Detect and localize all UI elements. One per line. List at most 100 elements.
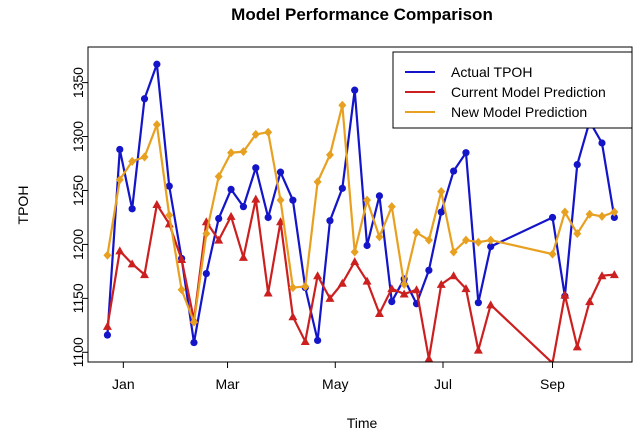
point (214, 235, 224, 244)
point (238, 252, 248, 261)
point (573, 160, 581, 169)
point (214, 171, 223, 181)
point (337, 278, 347, 287)
point (338, 184, 346, 192)
point (190, 338, 198, 347)
point (226, 211, 236, 220)
point (473, 345, 483, 354)
x-tick-label: May (322, 376, 348, 392)
point (140, 152, 149, 162)
legend-label: New Model Prediction (451, 104, 587, 120)
point (449, 247, 458, 257)
point (325, 150, 334, 160)
point (363, 241, 371, 250)
point (103, 331, 112, 339)
point (597, 211, 606, 221)
y-tick-label: 1150 (70, 283, 86, 313)
point (437, 187, 446, 197)
point (585, 297, 595, 306)
y-tick-label: 1350 (70, 67, 86, 98)
point (461, 235, 470, 245)
point (276, 195, 285, 205)
point (362, 276, 372, 285)
point (609, 270, 619, 279)
legend-label: Current Model Prediction (451, 84, 606, 100)
point (350, 247, 359, 257)
point (338, 100, 347, 110)
point (140, 95, 149, 103)
point (189, 317, 198, 327)
point (350, 257, 360, 266)
point (227, 148, 236, 158)
point (610, 207, 619, 217)
y-tick-label: 1200 (70, 229, 86, 260)
point (598, 139, 606, 147)
y-tick-label: 1250 (70, 175, 86, 206)
point (202, 269, 210, 278)
point (560, 207, 569, 217)
plot-frame (87, 46, 633, 363)
point (314, 336, 322, 345)
point (573, 229, 582, 239)
point (399, 289, 409, 298)
point (288, 283, 297, 293)
point (325, 293, 335, 302)
x-axis-label: Time (347, 415, 378, 431)
point (102, 321, 112, 330)
point (153, 60, 161, 68)
y-tick-label: 1100 (70, 337, 86, 367)
point (128, 205, 136, 213)
point (152, 200, 162, 208)
point (313, 177, 322, 187)
point (610, 213, 618, 222)
point (215, 214, 223, 223)
point (127, 259, 137, 268)
point (375, 192, 384, 200)
x-tick-label: Sep (540, 376, 565, 392)
point (450, 167, 458, 175)
legend-box (392, 51, 633, 129)
chart-title: Model Performance Comparison (231, 5, 493, 24)
point (264, 127, 273, 137)
point (449, 271, 459, 280)
point (412, 228, 421, 238)
point (202, 229, 211, 239)
point (263, 288, 273, 297)
point (550, 358, 555, 362)
point (387, 202, 396, 212)
point (264, 213, 272, 222)
point (289, 196, 297, 204)
point (165, 182, 173, 190)
point (301, 281, 310, 291)
point (351, 86, 359, 94)
point (548, 213, 557, 222)
point (572, 342, 582, 351)
point (115, 246, 125, 255)
point (103, 250, 112, 260)
point (412, 285, 422, 294)
point (128, 156, 137, 166)
point (276, 168, 285, 176)
point (400, 279, 409, 289)
point (165, 210, 174, 220)
x-tick-label: Jan (112, 376, 135, 392)
point (424, 235, 433, 245)
plot-area (102, 60, 619, 362)
point (437, 208, 445, 216)
point (227, 185, 235, 193)
y-axis-label: TPOH (15, 186, 31, 225)
point (436, 279, 446, 288)
point (375, 232, 384, 242)
point (374, 308, 384, 317)
point (300, 337, 310, 346)
x-tick-label: Mar (215, 376, 239, 392)
point (462, 149, 470, 157)
y-tick-label: 1300 (70, 121, 86, 152)
point (487, 242, 495, 251)
point (239, 203, 248, 211)
series-line (106, 198, 615, 362)
point (424, 354, 434, 362)
point (116, 145, 124, 154)
point (486, 235, 495, 245)
point (177, 285, 186, 295)
